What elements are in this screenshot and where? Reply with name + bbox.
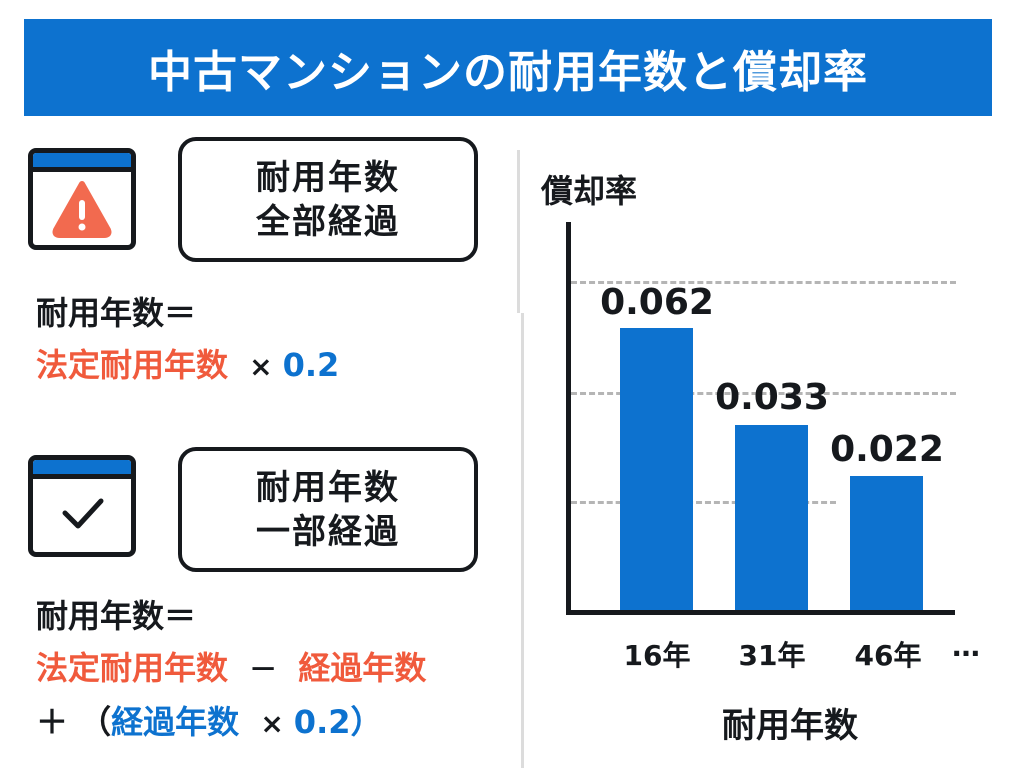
- plus-operator: ＋: [36, 703, 69, 741]
- formula-term: 経過年数: [111, 703, 240, 741]
- bar-31-years: [735, 425, 808, 612]
- x-axis: [566, 610, 955, 615]
- x-tick-label: 31年: [738, 639, 806, 672]
- formula-term: 法定耐用年数: [36, 649, 229, 687]
- gridline: [571, 281, 956, 284]
- bar-46-years: [850, 476, 923, 612]
- gridline: [571, 392, 956, 395]
- box-line: 耐用年数: [256, 467, 400, 508]
- formula-factor: 0.2: [282, 346, 340, 384]
- formula-partially-elapsed: 耐用年数＝ 法定耐用年数 － 経過年数 ＋ （経過年数 × 0.2）: [36, 590, 426, 750]
- formula-fully-elapsed: 耐用年数＝ 法定耐用年数 × 0.2: [36, 287, 339, 393]
- formula-factor: 0.2: [293, 703, 351, 741]
- close-paren: ）: [350, 703, 383, 741]
- x-tick-label: 16年: [623, 639, 691, 672]
- column-divider: [517, 150, 520, 313]
- warning-window-icon: [28, 148, 136, 250]
- chart-x-title: 耐用年数: [722, 706, 858, 746]
- continuation-ellipsis: …: [952, 630, 982, 663]
- page-title: 中古マンションの耐用年数と償却率: [148, 46, 868, 98]
- times-operator: ×: [249, 350, 273, 383]
- fully-elapsed-label-box: 耐用年数 全部経過: [178, 137, 478, 262]
- times-operator: ×: [260, 707, 284, 740]
- bar-value-label: 0.062: [600, 282, 714, 323]
- partially-elapsed-label-box: 耐用年数 一部経過: [178, 447, 478, 572]
- formula-term: 法定耐用年数: [36, 346, 229, 384]
- x-tick-label: 46年: [854, 639, 922, 672]
- chart-y-title: 償却率: [541, 172, 638, 210]
- formula-lhs: 耐用年数＝: [36, 294, 197, 332]
- column-divider: [521, 313, 524, 768]
- minus-operator: －: [249, 653, 278, 686]
- y-axis: [566, 222, 571, 615]
- open-paren: （: [79, 703, 112, 741]
- bar-value-label: 0.022: [830, 429, 944, 470]
- formula-lhs: 耐用年数＝: [36, 597, 197, 635]
- bar-value-label: 0.033: [715, 377, 829, 418]
- title-banner: 中古マンションの耐用年数と償却率: [24, 19, 992, 116]
- gridline: [571, 501, 836, 504]
- bar-16-years: [620, 328, 693, 612]
- box-line: 耐用年数: [256, 157, 400, 198]
- formula-term: 経過年数: [298, 649, 427, 687]
- check-window-icon: [28, 455, 136, 557]
- box-line: 一部経過: [256, 511, 400, 552]
- box-line: 全部経過: [256, 201, 400, 242]
